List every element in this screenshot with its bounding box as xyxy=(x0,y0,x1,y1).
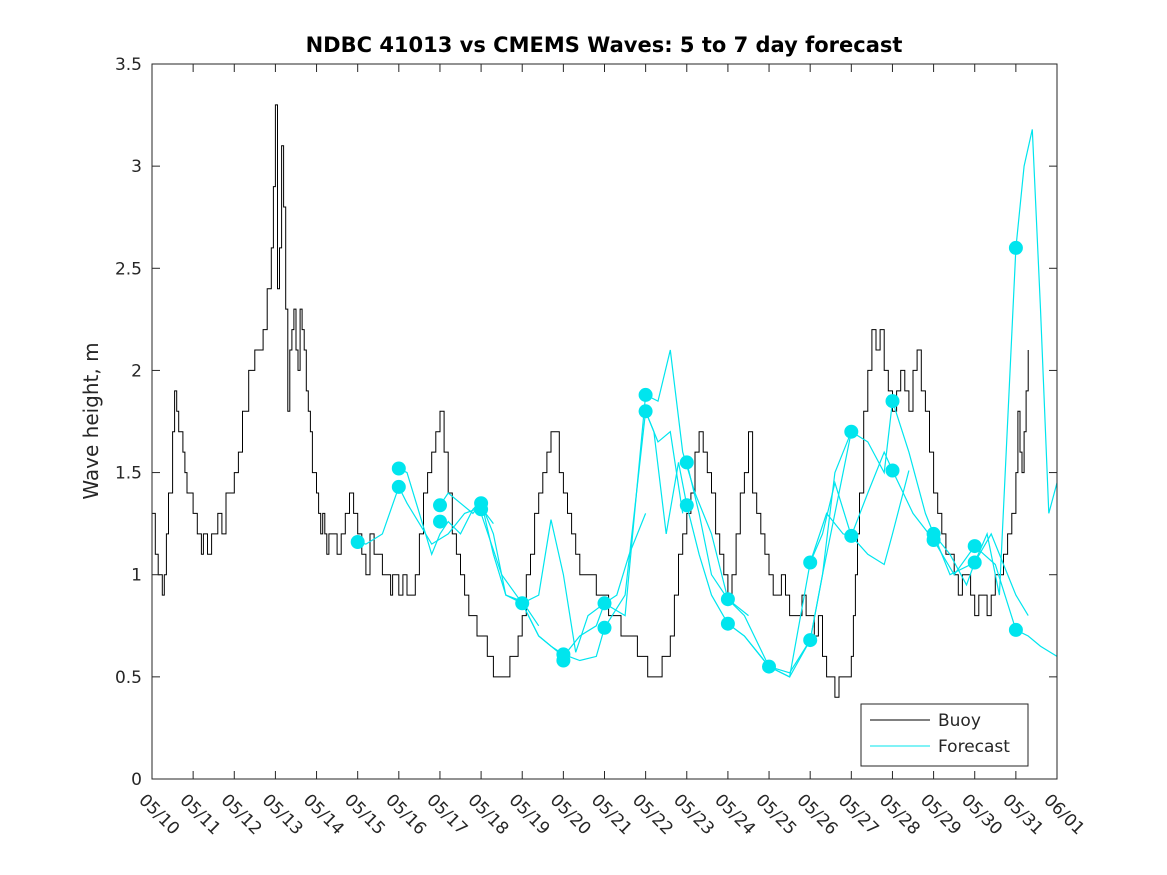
y-axis-label: Wave height, m xyxy=(79,342,103,499)
forecast-series-line xyxy=(933,129,1058,596)
forecast-marker xyxy=(391,461,406,476)
forecast-marker xyxy=(433,498,447,513)
forecast-marker xyxy=(474,502,489,517)
legend-forecast-label: Forecast xyxy=(938,737,1010,757)
legend-box xyxy=(860,703,1029,767)
y-tick-label: 2.5 xyxy=(115,259,142,279)
forecast-marker xyxy=(679,455,694,470)
forecast-marker xyxy=(679,498,694,513)
forecast-marker xyxy=(556,653,571,668)
forecast-marker xyxy=(433,514,447,529)
forecast-marker xyxy=(638,387,653,402)
forecast-marker xyxy=(803,555,818,570)
forecast-marker xyxy=(391,479,406,494)
forecast-series-line xyxy=(521,349,749,653)
forecast-marker xyxy=(638,404,653,419)
legend: Buoy Forecast xyxy=(860,703,1029,767)
forecast-marker xyxy=(967,539,982,554)
forecast-marker xyxy=(967,555,982,570)
forecast-marker xyxy=(1008,622,1023,637)
forecast-marker xyxy=(844,528,859,543)
y-tick-label: 3 xyxy=(131,157,142,177)
forecast-marker xyxy=(515,596,530,611)
forecast-marker xyxy=(885,463,900,478)
forecast-marker xyxy=(720,592,735,607)
legend-buoy-label: Buoy xyxy=(938,711,981,731)
forecast-marker xyxy=(762,659,776,674)
forecast-marker xyxy=(597,596,612,611)
y-tick-label: 0.5 xyxy=(115,668,142,688)
forecast-marker xyxy=(350,535,365,549)
forecast-marker xyxy=(720,616,735,631)
forecast-marker xyxy=(1008,240,1023,255)
y-tick-label: 0 xyxy=(131,770,142,790)
chart-title: NDBC 41013 vs CMEMS Waves: 5 to 7 day fo… xyxy=(306,33,903,57)
forecast-marker xyxy=(885,394,900,409)
y-tick-label: 1 xyxy=(131,566,142,586)
forecast-marker xyxy=(597,620,612,635)
forecast-marker xyxy=(844,424,859,439)
buoy-series-line xyxy=(152,104,1029,698)
y-tick-label: 2 xyxy=(131,361,142,381)
forecast-marker xyxy=(803,633,818,648)
plot-area xyxy=(152,104,1058,698)
forecast-marker xyxy=(926,533,941,547)
y-tick-label: 1.5 xyxy=(115,464,142,484)
y-tick-label: 3.5 xyxy=(115,55,142,75)
